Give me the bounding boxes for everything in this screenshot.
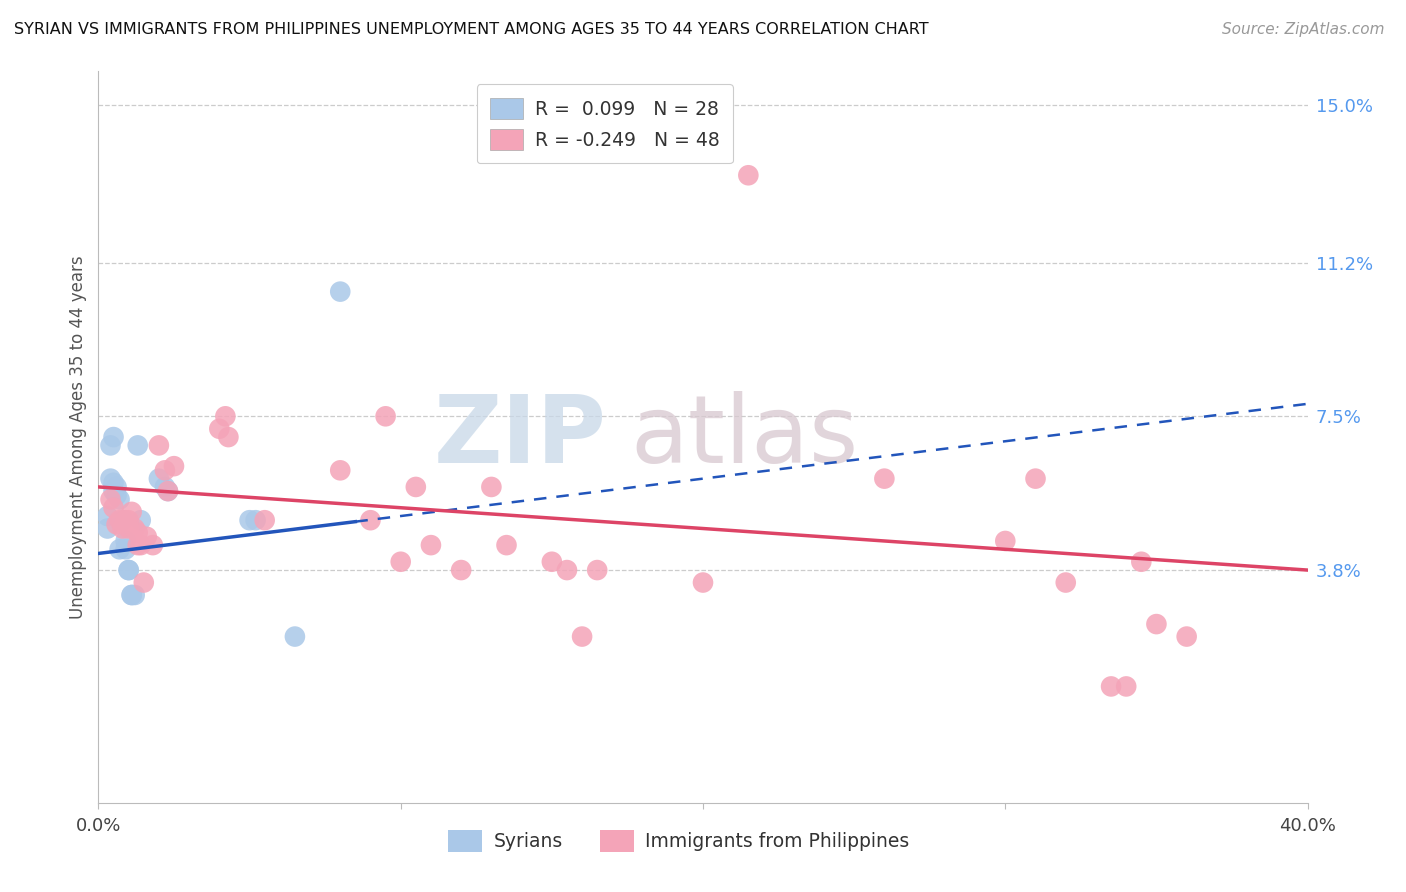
Point <box>129 538 152 552</box>
Point <box>148 438 170 452</box>
Point <box>163 459 186 474</box>
Point <box>1054 575 1077 590</box>
Point <box>121 588 143 602</box>
Point <box>103 430 125 444</box>
Text: ZIP: ZIP <box>433 391 606 483</box>
Point <box>571 630 593 644</box>
Point <box>495 538 517 552</box>
Point <box>124 521 146 535</box>
Point <box>156 484 179 499</box>
Point <box>389 555 412 569</box>
Point <box>253 513 276 527</box>
Point <box>108 542 131 557</box>
Point <box>111 521 134 535</box>
Point <box>108 513 131 527</box>
Point <box>405 480 427 494</box>
Point <box>737 168 759 182</box>
Point <box>124 588 146 602</box>
Point <box>96 521 118 535</box>
Point <box>114 533 136 548</box>
Point <box>127 538 149 552</box>
Point <box>1130 555 1153 569</box>
Y-axis label: Unemployment Among Ages 35 to 44 years: Unemployment Among Ages 35 to 44 years <box>69 255 87 619</box>
Point <box>214 409 236 424</box>
Point <box>586 563 609 577</box>
Point <box>96 509 118 524</box>
Point <box>374 409 396 424</box>
Point <box>873 472 896 486</box>
Point <box>118 563 141 577</box>
Point <box>208 422 231 436</box>
Point <box>121 505 143 519</box>
Point <box>135 530 157 544</box>
Point <box>555 563 578 577</box>
Point <box>100 472 122 486</box>
Point <box>540 555 562 569</box>
Point <box>994 533 1017 548</box>
Text: atlas: atlas <box>630 391 859 483</box>
Point <box>1144 617 1167 632</box>
Point <box>329 285 352 299</box>
Point <box>103 500 125 515</box>
Point <box>103 475 125 490</box>
Point <box>111 513 134 527</box>
Point <box>127 438 149 452</box>
Point <box>148 472 170 486</box>
Point <box>100 438 122 452</box>
Point <box>114 542 136 557</box>
Point <box>239 513 262 527</box>
Point <box>329 463 352 477</box>
Point <box>118 563 141 577</box>
Point <box>1024 472 1046 486</box>
Point <box>129 513 152 527</box>
Text: Source: ZipAtlas.com: Source: ZipAtlas.com <box>1222 22 1385 37</box>
Point <box>118 513 141 527</box>
Point <box>100 492 122 507</box>
Point <box>121 588 143 602</box>
Point <box>217 430 239 444</box>
Point <box>481 480 503 494</box>
Point <box>692 575 714 590</box>
Point <box>108 492 131 507</box>
Point <box>142 538 165 552</box>
Point <box>1175 630 1198 644</box>
Text: SYRIAN VS IMMIGRANTS FROM PHILIPPINES UNEMPLOYMENT AMONG AGES 35 TO 44 YEARS COR: SYRIAN VS IMMIGRANTS FROM PHILIPPINES UN… <box>14 22 929 37</box>
Point <box>118 521 141 535</box>
Point <box>245 513 267 527</box>
Point <box>1099 680 1122 694</box>
Point <box>420 538 443 552</box>
Point <box>360 513 382 527</box>
Point <box>105 517 128 532</box>
Point <box>284 630 307 644</box>
Point <box>1115 680 1137 694</box>
Point <box>105 488 128 502</box>
Point <box>103 484 125 499</box>
Point <box>156 484 179 499</box>
Point <box>105 480 128 494</box>
Point <box>153 480 176 494</box>
Point <box>450 563 472 577</box>
Point <box>153 463 176 477</box>
Point <box>132 575 155 590</box>
Point <box>114 513 136 527</box>
Legend: Syrians, Immigrants from Philippines: Syrians, Immigrants from Philippines <box>441 822 917 859</box>
Point <box>127 525 149 540</box>
